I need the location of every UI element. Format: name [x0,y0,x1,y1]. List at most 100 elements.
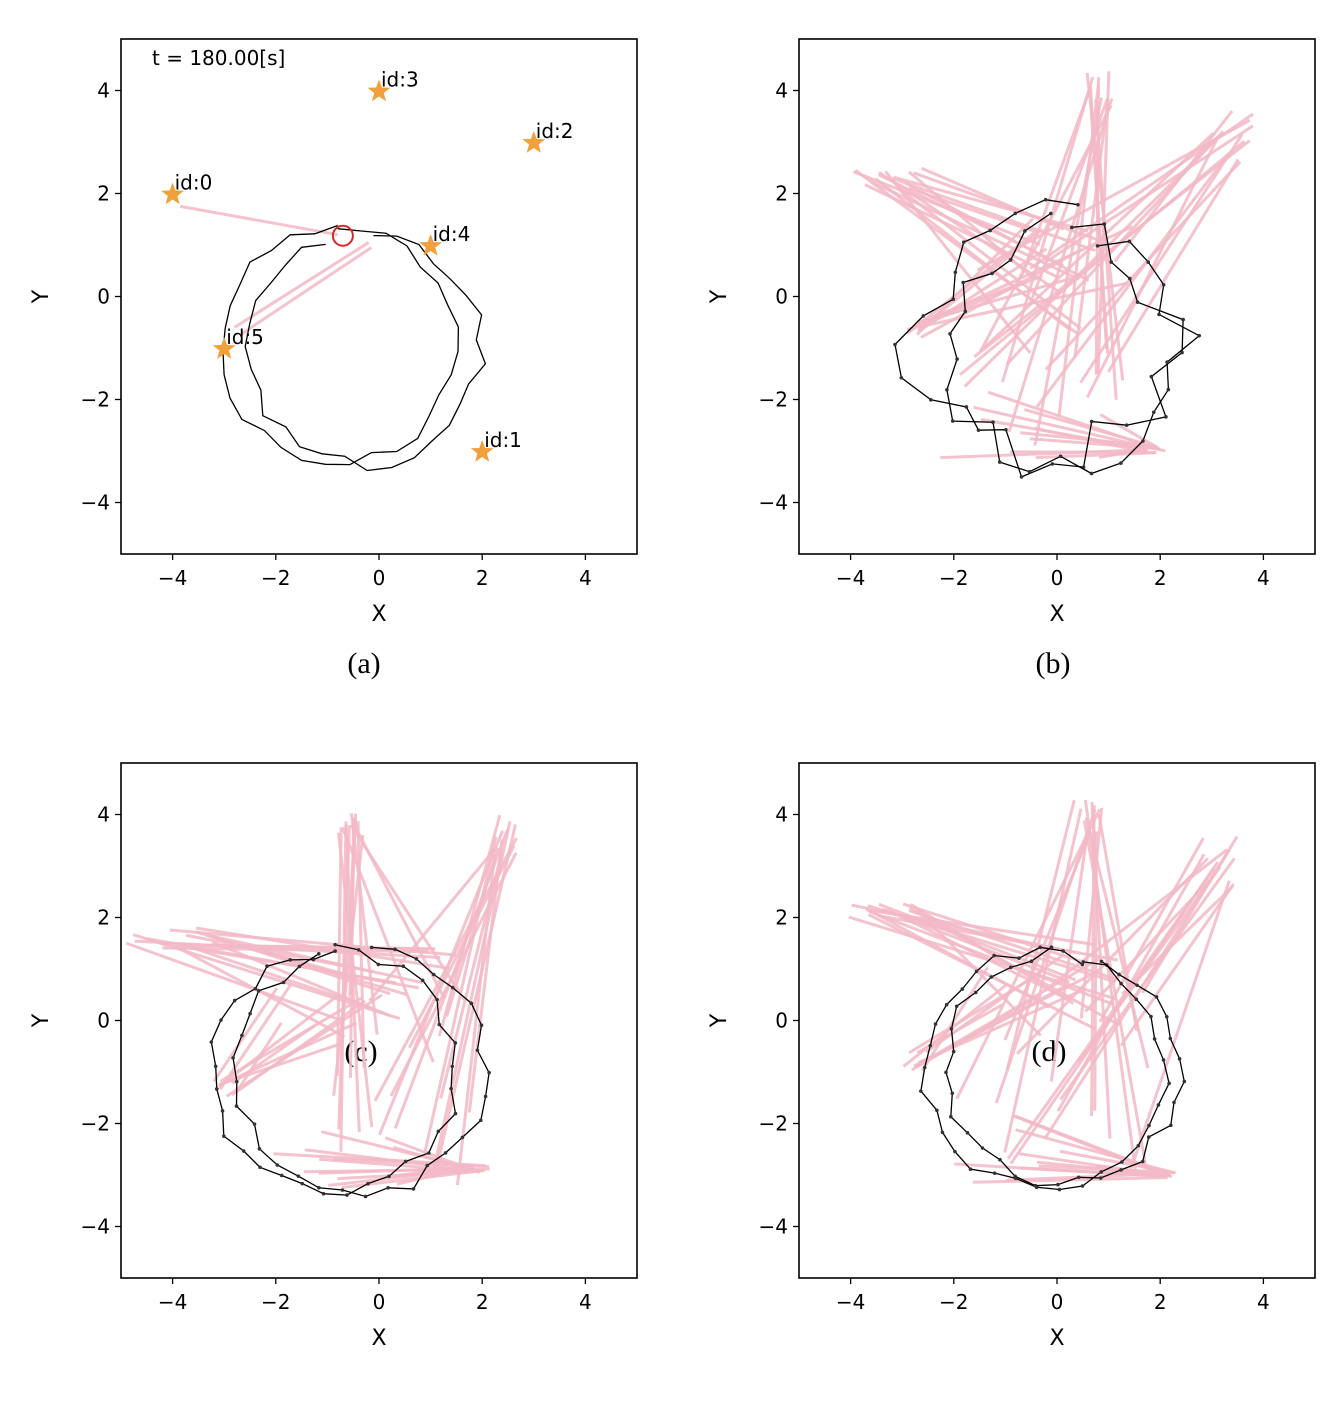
trajectory-point [1124,423,1129,428]
observation-line [169,928,457,957]
trajectory-point [1043,197,1048,202]
trajectory-point [961,280,965,285]
observation-line [1044,160,1242,371]
trajectory-point [252,1122,257,1126]
trajectory-point [1167,1081,1171,1086]
trajectory-point [443,1151,448,1155]
trajectory-point [1157,312,1161,317]
trajectory-point [340,1188,345,1192]
landmark-star [212,337,236,359]
trajectory-point [950,419,955,423]
observation-line [916,984,1066,1067]
trajectory-point [1004,427,1008,432]
trajectory-point [1049,945,1054,950]
y-axis-label: Y [29,289,54,304]
y-tick-label: −4 [759,1215,788,1239]
landmark-label: id:5 [226,325,264,349]
observation-line [1043,848,1229,992]
y-axis-label: Y [29,1013,54,1028]
trajectory-point [955,357,959,361]
trajectory-point [425,1163,429,1168]
observation-line [207,934,348,977]
trajectory-point [968,1167,973,1171]
observation-line [963,138,1217,388]
y-tick-label: 0 [97,1009,110,1033]
x-tick-label: 0 [373,566,386,590]
trajectory-point [1099,959,1104,964]
trajectory-point [928,1043,933,1048]
observation-line [1094,77,1101,375]
trajectory-point [1058,454,1063,459]
observation-line [891,176,1096,253]
trajectory-point [953,270,958,275]
observation-line [1129,880,1231,1170]
trajectory-point [1135,300,1140,304]
y-tick-label: −4 [81,1215,110,1239]
trajectory-point [1135,983,1139,988]
trajectory-point [248,1011,252,1016]
trajectory-point [427,1151,431,1155]
trajectory-point [1102,222,1107,226]
observation-line [191,946,371,1010]
trajectory-point [386,1185,390,1190]
axes-frame [120,762,638,1279]
trajectory-point [1089,471,1094,476]
y-axis-label: Y [707,289,732,304]
trajectory-point [1136,1143,1141,1148]
trajectory-point [376,962,381,967]
trajectory-point [1140,1159,1145,1164]
observation-line [980,417,1148,451]
trajectory-point [992,1171,997,1175]
trajectory-point [1099,1170,1104,1174]
trajectory-point [317,1186,321,1190]
trajectory-point [1149,1014,1153,1019]
plot-area [125,813,518,1199]
trajectory-point [1070,225,1074,230]
observation-line [337,832,374,1128]
trajectory-point [234,1079,239,1084]
observation-line [917,227,1044,332]
trajectory-point [453,1111,458,1116]
observation-line [439,852,504,1099]
caption-a: (a) [347,647,380,680]
trajectory-0 [210,944,457,1196]
x-tick-label: −4 [836,566,865,590]
observation-line [437,814,502,1037]
landmark-star [522,131,546,153]
x-tick-label: 2 [1154,566,1167,590]
trajectory-point [296,1174,301,1178]
trajectory-point [1008,258,1013,262]
trajectory-point [333,949,337,953]
trajectory-point [989,975,994,979]
y-tick-label: −4 [759,491,788,515]
time-text: t = 180.00[s] [152,46,285,70]
y-tick-label: 2 [97,182,110,206]
y-tick-label: 4 [775,79,788,103]
x-tick-label: 2 [1154,1290,1167,1314]
trajectory-point [1013,1174,1017,1179]
robot-marker [331,224,354,247]
trajectory-point [1119,461,1123,465]
trajectory-point [948,332,952,336]
trajectory-point [1117,972,1121,977]
trajectory-point [453,1041,458,1045]
trajectory-point [1134,997,1139,1002]
landmark-label: id:3 [381,68,419,92]
trajectory-point [219,1018,223,1022]
trajectory-point [1161,283,1166,287]
y-tick-label: −4 [81,491,110,515]
observation-line [1079,133,1244,384]
observation-line [1086,135,1220,399]
caption-d: (d) [1032,1035,1067,1068]
x-tick-label: −4 [836,1290,865,1314]
trajectory-point [450,1064,455,1069]
y-tick-label: −2 [81,1112,110,1136]
trajectory-point [951,297,956,301]
observation-line [1005,799,1076,1071]
y-axis-label: Y [707,1013,732,1028]
trajectory-point [1013,211,1018,216]
x-tick-label: 4 [1257,1290,1270,1314]
x-tick-label: 4 [1257,566,1270,590]
trajectory-point [222,1134,226,1138]
x-axis-label: X [1049,602,1064,627]
